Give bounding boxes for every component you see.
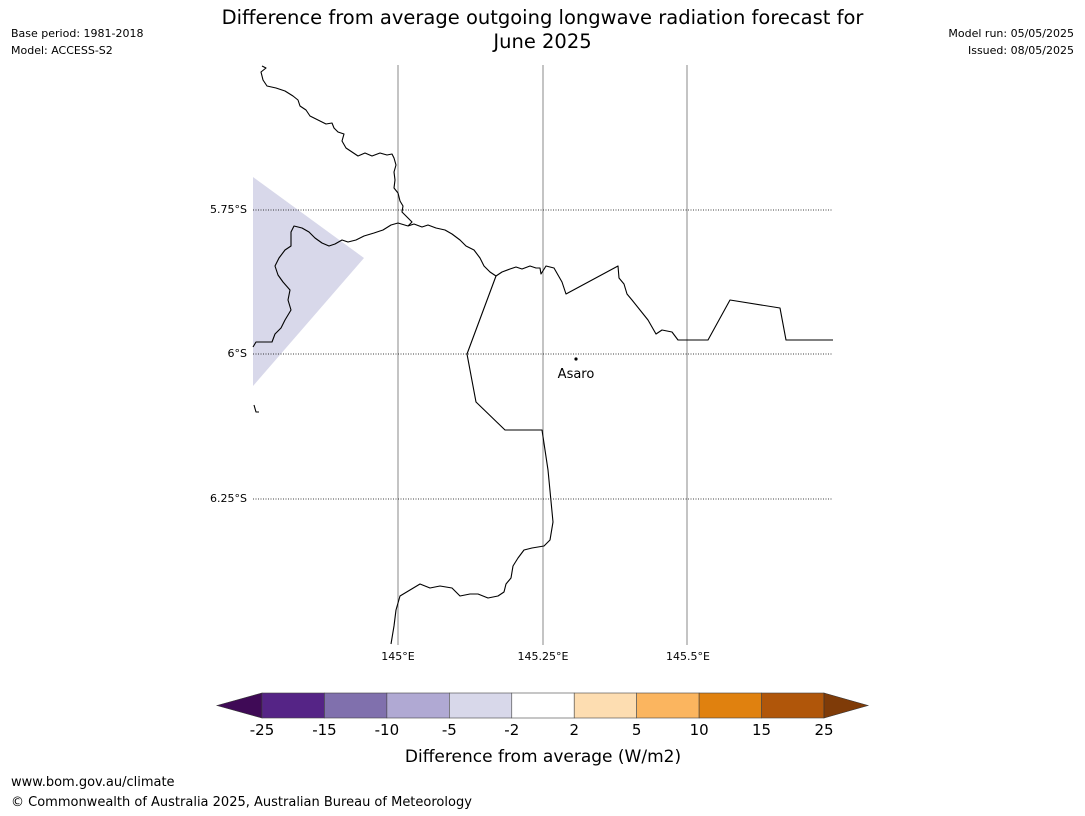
province-boundary-south (390, 275, 554, 645)
colorbar-segments (215, 692, 870, 719)
colorbar-label: Difference from average (W/m2) (405, 747, 681, 767)
colorbar-segment (636, 692, 700, 719)
map: Asaro 5.75°S 6°S 6.25°S 145°E 145.25°E 1… (210, 65, 833, 663)
header-right: Model run: 05/05/2025 Issued: 08/05/2025 (948, 25, 1074, 59)
model-run-text: Model run: 05/05/2025 (948, 27, 1074, 40)
lon-label-145-5e: 145.5°E (666, 650, 710, 663)
colorbar-segment (261, 692, 325, 719)
colorbar-tick-label: -2 (504, 721, 519, 739)
title-line-1: Difference from average outgoing longwav… (221, 6, 864, 29)
colorbar-tick-label: -10 (375, 721, 400, 739)
longitude-gridlines (397, 65, 688, 645)
colorbar-segment (449, 692, 513, 719)
colorbar-segment (698, 692, 762, 719)
province-boundary-fragment (253, 404, 259, 413)
issued-text: Issued: 08/05/2025 (967, 44, 1074, 57)
title-line-2: June 2025 (493, 30, 592, 53)
colorbar-tick-label: 2 (569, 721, 579, 739)
colorbar: -25 -15 -10 -5 -2 2 5 10 15 25 Difference from av… (215, 692, 870, 767)
province-boundary-west (252, 222, 409, 348)
colorbar-extend-high (823, 692, 870, 719)
base-period-text: Base period: 1981-2018 (11, 27, 144, 40)
colorbar-tick-labels: -25 -15 -10 -5 -2 2 5 10 15 25 (250, 721, 834, 739)
header-left: Base period: 1981-2018 Model: ACCESS-S2 (11, 25, 143, 59)
colorbar-segment (324, 692, 388, 719)
colorbar-tick-label: -25 (250, 721, 275, 739)
page-title: Difference from average outgoing longwav… (0, 6, 1085, 54)
colorbar-tick-label: 15 (752, 721, 771, 739)
anomaly-fill-region (253, 177, 364, 386)
province-boundary-north (260, 65, 413, 227)
colorbar-tick-label: -15 (312, 721, 337, 739)
colorbar-tick-label: 10 (690, 721, 709, 739)
province-boundary-east (407, 223, 833, 341)
model-text: Model: ACCESS-S2 (11, 44, 113, 57)
colorbar-tick-label: 5 (632, 721, 642, 739)
colorbar-segment (511, 692, 575, 719)
footer-copyright: © Commonwealth of Australia 2025, Austra… (11, 795, 472, 810)
colorbar-segment (386, 692, 450, 719)
asaro-marker (574, 357, 578, 361)
colorbar-tick-label: 25 (814, 721, 833, 739)
latitude-gridlines (253, 209, 833, 500)
footer-url[interactable]: www.bom.gov.au/climate (11, 775, 175, 790)
lat-label-5-75s: 5.75°S (210, 203, 247, 216)
colorbar-tick-label: -5 (442, 721, 457, 739)
asaro-label: Asaro (558, 367, 595, 382)
lon-label-145e: 145°E (381, 650, 414, 663)
colorbar-segment (761, 692, 825, 719)
colorbar-extend-low (215, 692, 263, 719)
lat-label-6-25s: 6.25°S (210, 492, 247, 505)
lat-label-6s: 6°S (228, 347, 247, 360)
colorbar-segment (573, 692, 637, 719)
lon-label-145-25e: 145.25°E (518, 650, 569, 663)
